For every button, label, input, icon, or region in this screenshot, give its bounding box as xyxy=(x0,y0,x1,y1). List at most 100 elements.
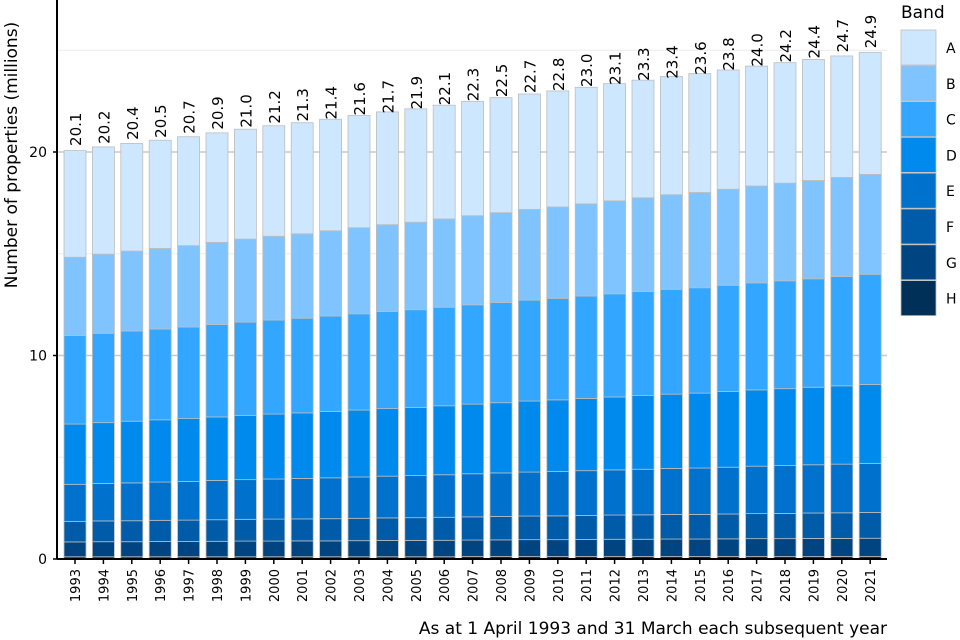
bar-segment-d xyxy=(262,413,286,480)
bar-segment-d xyxy=(120,420,144,484)
bar-segment-e xyxy=(148,481,172,521)
bar-total-label: 23.4 xyxy=(663,45,681,78)
bar-total-label: 20.1 xyxy=(67,113,85,146)
bar-segment-c xyxy=(205,324,229,418)
bar-segment-e xyxy=(773,465,797,514)
bar-segment-e xyxy=(745,465,768,515)
bar-segment-f xyxy=(773,513,797,540)
legend: Band A B C D E F G H xyxy=(900,3,957,317)
bar-segment-g xyxy=(319,540,343,558)
legend-label-a: A xyxy=(946,41,956,57)
x-tick-label: 2012 xyxy=(609,569,624,602)
x-tick-label: 2017 xyxy=(751,569,766,602)
bar-segment-g xyxy=(177,541,201,558)
legend-label-f: F xyxy=(946,220,954,236)
bar-segment-f xyxy=(432,516,456,541)
bar-segment-c xyxy=(745,282,768,391)
total-labels: 20.1 20.2 20.4 20.5 20.7 20.9 21.0 21.2 21.3 21.4… xyxy=(67,15,880,146)
bar-segment-a xyxy=(518,93,541,210)
bar-total-label: 20.9 xyxy=(209,96,227,129)
bar-segment-e xyxy=(830,463,854,514)
legend-swatch-g xyxy=(900,244,937,281)
bar-segment-f xyxy=(631,514,655,540)
x-tick-label: 2010 xyxy=(552,569,567,602)
bar-segment-c xyxy=(461,304,485,405)
bar-segment-f xyxy=(92,520,115,543)
bar-segment-g xyxy=(660,538,683,557)
bar-segment-a xyxy=(319,118,343,232)
x-tick-label: 2016 xyxy=(722,569,737,602)
bar-segment-c xyxy=(233,321,257,416)
bars xyxy=(63,51,882,560)
bar-total-label: 24.4 xyxy=(805,25,823,58)
axes: 1993 1994 1995 1996 1997 1998 1999 2000 2001 2002… xyxy=(29,0,887,602)
bar-segment-e xyxy=(63,483,87,522)
x-tick-label: 1995 xyxy=(126,569,141,602)
bar-total-label: 22.3 xyxy=(465,68,483,101)
bar-segment-e xyxy=(233,479,257,520)
x-tick-label: 2009 xyxy=(523,569,538,602)
bar-segment-g xyxy=(574,539,598,557)
bar-segment-a xyxy=(546,90,570,208)
x-tick-label: 2021 xyxy=(864,569,879,602)
bar-segment-e xyxy=(347,476,371,519)
bar-segment-b xyxy=(205,241,229,325)
bar-segment-f xyxy=(489,516,513,541)
bar-segment-c xyxy=(688,287,712,394)
bar-segment-a xyxy=(347,115,371,229)
bar-segment-e xyxy=(432,474,456,518)
bar-segment-g xyxy=(518,539,541,557)
bar-segment-b xyxy=(63,256,87,336)
bar-segment-b xyxy=(858,173,882,275)
bar-segment-b xyxy=(461,215,485,306)
y-axis-label: Number of properties (millions) xyxy=(2,22,22,288)
bar-segment-a xyxy=(802,59,825,181)
bar-segment-e xyxy=(631,468,655,516)
bar-segment-b xyxy=(262,235,286,321)
bar-segment-e xyxy=(518,471,541,517)
bar-segment-d xyxy=(92,422,115,484)
bar-segment-a xyxy=(63,150,87,258)
bar-segment-d xyxy=(688,392,712,469)
legend-swatch-c xyxy=(900,101,937,137)
bar-segment-d xyxy=(205,416,229,481)
bar-segment-c xyxy=(347,313,371,411)
x-tick-label: 2001 xyxy=(296,569,311,602)
bar-total-label: 22.7 xyxy=(521,60,539,93)
bar-segment-b xyxy=(120,250,144,332)
bar-segment-d xyxy=(858,383,882,464)
bar-segment-a xyxy=(858,51,882,175)
bar-segment-b xyxy=(716,188,740,286)
bar-segment-b xyxy=(92,253,115,334)
bar-segment-g xyxy=(120,541,144,558)
bar-segment-f xyxy=(603,514,626,540)
bar-segment-g xyxy=(858,537,882,557)
x-tick-label: 2019 xyxy=(807,569,822,602)
legend-swatch-b xyxy=(900,65,937,102)
bar-segment-c xyxy=(63,335,87,425)
bar-segment-g xyxy=(347,540,371,558)
bar-segment-b xyxy=(745,185,768,284)
bar-segment-g xyxy=(745,538,768,557)
bar-segment-a xyxy=(631,79,655,199)
bar-segment-e xyxy=(858,462,882,513)
bar-segment-f xyxy=(858,511,882,539)
bar-segment-b xyxy=(432,218,456,308)
legend-swatch-d xyxy=(900,136,937,173)
bar-segment-a xyxy=(404,108,428,223)
bar-segment-g xyxy=(716,538,740,557)
x-tick-label: 1998 xyxy=(211,569,226,602)
bar-total-label: 21.9 xyxy=(408,76,426,109)
bar-segment-g xyxy=(461,539,485,557)
bar-segment-d xyxy=(461,403,485,475)
x-tick-label: 2006 xyxy=(438,569,453,602)
bar-segment-b xyxy=(319,230,343,317)
bar-total-label: 23.3 xyxy=(635,47,653,80)
bar-segment-b xyxy=(802,180,825,280)
bar-segment-f xyxy=(262,518,286,542)
x-tick-label: 2014 xyxy=(665,569,680,602)
bar-segment-b xyxy=(688,192,712,289)
bar-segment-d xyxy=(290,412,314,479)
bar-segment-f xyxy=(802,512,825,539)
